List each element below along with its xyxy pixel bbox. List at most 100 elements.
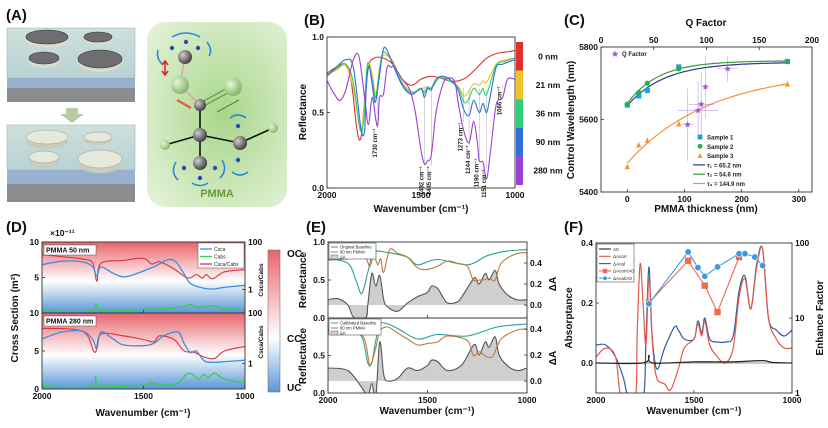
y-tick-label: 5	[34, 346, 39, 356]
legend-swatch	[330, 330, 339, 336]
x-tick-label: 200	[735, 194, 749, 204]
x-axis-label: Wavenumber (cm⁻¹)	[380, 406, 475, 417]
panel-label-c: (C)	[564, 12, 585, 29]
peak-annotation: 1190 cm⁻¹	[473, 159, 480, 188]
y2-axis-label: ΔA	[548, 277, 559, 291]
enhance-point	[701, 282, 708, 289]
x-tick-label: 1500	[412, 190, 431, 200]
peak-annotation: 1066 cm⁻¹	[497, 86, 504, 115]
panel-label-b: (B)	[304, 12, 325, 29]
y-tick-label: 5	[34, 273, 39, 283]
x-tick-label: 1000	[236, 391, 255, 401]
y2-tick-label: 1	[795, 388, 800, 398]
colorbar-segment	[516, 42, 523, 71]
colorbar-label: 0 nm	[538, 51, 558, 61]
y-tick-label: 0.5	[313, 275, 325, 285]
panel-b-chart: (B) Reflectance Wavenumber (cm⁻¹) 1730 c…	[298, 12, 563, 215]
y-tick-label: 0.5	[313, 351, 325, 361]
colorbar-label: 21 nm	[536, 80, 561, 90]
legend-label: ΔA	[340, 255, 346, 260]
panel-f-chart: (F) Absorptance Enhance Factor Wavenumbe…	[564, 219, 826, 417]
legend-label: ΔAcal/A0	[613, 276, 632, 281]
enhance-point	[735, 250, 743, 258]
nanodisk-coated	[25, 129, 69, 149]
legend-label: Q Factor	[622, 52, 647, 58]
y-tick-label: 0.5	[312, 108, 324, 118]
legend-label: A0	[613, 247, 619, 252]
y-axis-label: Reflectance	[298, 251, 309, 308]
y2-tick-label: 0.4	[530, 324, 542, 334]
y-tick-label: 0.2	[581, 298, 593, 308]
y-axis-label: Cross Section (m²)	[10, 274, 21, 363]
colorbar-label: OC	[287, 249, 302, 260]
series-line-sample	[328, 326, 527, 366]
panel-label-d: (D)	[6, 219, 27, 236]
legend-box	[328, 318, 382, 336]
y-axis-label: Absorptance	[564, 287, 575, 349]
legend-label: Sample 1	[707, 136, 734, 142]
point-sample-3	[636, 141, 642, 148]
rotation-arrow-icon	[156, 32, 249, 187]
x-tick-label: 2000	[319, 395, 338, 405]
series-line-cabs	[42, 372, 245, 389]
legend-marker	[602, 275, 608, 281]
y-tick-label: 5600	[579, 115, 598, 125]
y-multiplier: ×10⁻¹¹	[50, 228, 75, 238]
q-factor-point	[702, 83, 709, 90]
series-line-baseline	[328, 249, 527, 295]
y2-tick-label: 10	[795, 313, 805, 323]
legend-label: ΔAcorr/A0	[613, 269, 634, 274]
enhance-point	[694, 264, 702, 272]
nanodisk-coated	[83, 131, 113, 145]
point-sample-3	[644, 137, 650, 144]
nanodisk	[83, 31, 113, 45]
series-line-csca	[42, 329, 245, 364]
x2-tick-label: 50	[649, 35, 659, 45]
fit-line-54-6-nm	[626, 60, 788, 104]
series-line-delta-a	[328, 269, 527, 318]
y2-tick-label: 1	[248, 284, 253, 294]
y2-tick-label: 100	[248, 237, 262, 247]
y2-axis-label: Enhance Factor	[815, 280, 826, 355]
panel-e-chart: (E) Reflectance Reflectance ΔA ΔA Wavenu…	[298, 219, 559, 417]
plot-frame	[600, 46, 813, 193]
peak-annotation: 1730 cm⁻¹	[372, 129, 379, 158]
peak-annotation: 1244 cm⁻¹	[465, 145, 472, 174]
enhance-point	[714, 263, 722, 271]
y2-tick-label: 1	[248, 359, 253, 369]
nanodisk	[28, 51, 60, 68]
point-sample-2	[644, 80, 650, 86]
y2-axis-label: Csca/Cabs	[258, 263, 265, 297]
series-line-280-nm	[327, 52, 515, 180]
x-tick-label: 1500	[685, 395, 704, 405]
colorbar-segment	[516, 127, 523, 157]
x2-tick-label: 200	[805, 35, 819, 45]
fit-line-144-9-nm	[626, 83, 788, 164]
substrate-after	[6, 124, 136, 202]
fit-line-65-2-nm	[626, 62, 788, 107]
y-axis-label: Reflectance	[298, 83, 309, 140]
y-tick-label: 5800	[579, 42, 598, 52]
y-tick-label: 5400	[579, 187, 598, 197]
q-factor-point	[724, 65, 731, 72]
x-tick-label: 1000	[518, 395, 537, 405]
colorbar-label: UC	[287, 383, 301, 394]
y-tick-label: 0	[34, 384, 39, 394]
q-factor-point	[694, 106, 702, 114]
panel-label-a: (A)	[6, 7, 27, 24]
series-line-a0	[596, 354, 792, 365]
colorbar-segment	[516, 156, 523, 185]
pmma-molecule-diagram: PMMA	[147, 22, 287, 207]
enhance-point	[701, 272, 709, 280]
legend-label: Csca	[214, 247, 226, 253]
x2-tick-label: 100	[699, 35, 713, 45]
y2-tick-label: 0.0	[530, 376, 542, 386]
panel-label-f: (F)	[564, 219, 583, 236]
panel-a: (A)	[6, 7, 287, 207]
series-line-delta-a	[328, 336, 527, 393]
y-tick-label: 0.0	[581, 358, 593, 368]
y-tick-label: 1.0	[313, 237, 325, 247]
legend-label: Sample 2	[707, 145, 734, 151]
y2-tick-label: 0.0	[530, 300, 542, 310]
series-line-21-nm	[327, 54, 515, 132]
